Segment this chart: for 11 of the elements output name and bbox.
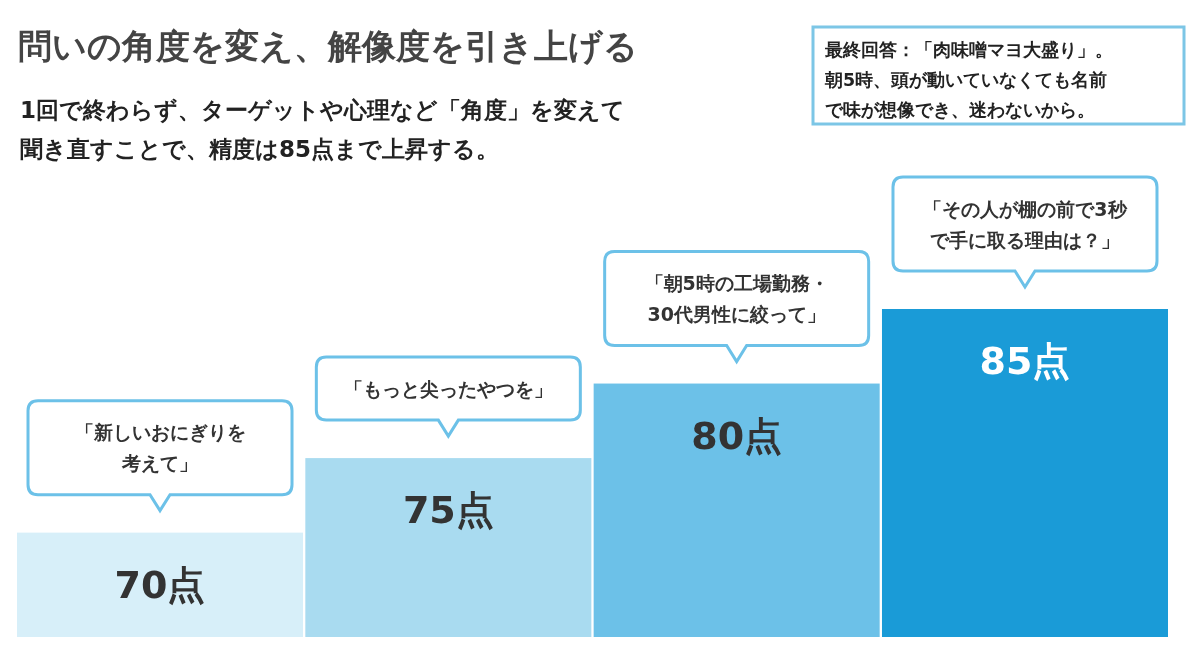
annotation: 「新しいおにぎりを考えて」 — [74, 421, 246, 475]
data-label: 70点 — [114, 562, 206, 607]
annotation: 「もっと尖ったやつを」 — [343, 377, 553, 400]
annotation: 「朝5時の工場勤務・30代男性に絞って」 — [644, 272, 829, 326]
text: 最終回答：「肉味噌マヨ大盛り」。朝5時、頭が動いていなくても名前で味が想像でき、迷わないから。 — [824, 40, 1113, 120]
data-label: 85点 — [979, 339, 1071, 383]
data-label: 75点 — [402, 488, 494, 533]
chart-title: 問いの角度を変え、解像度を引き上げる — [18, 26, 638, 66]
data-label: 80点 — [691, 413, 783, 458]
chart-subtitle: 1回で終わらず、ターゲットや心理など「角度」を変えて聞き直すことで、精度は85点まで上昇する。 — [20, 97, 626, 162]
text: 「その人が棚の前で3秒で手に取る理由は？」 — [923, 197, 1128, 251]
